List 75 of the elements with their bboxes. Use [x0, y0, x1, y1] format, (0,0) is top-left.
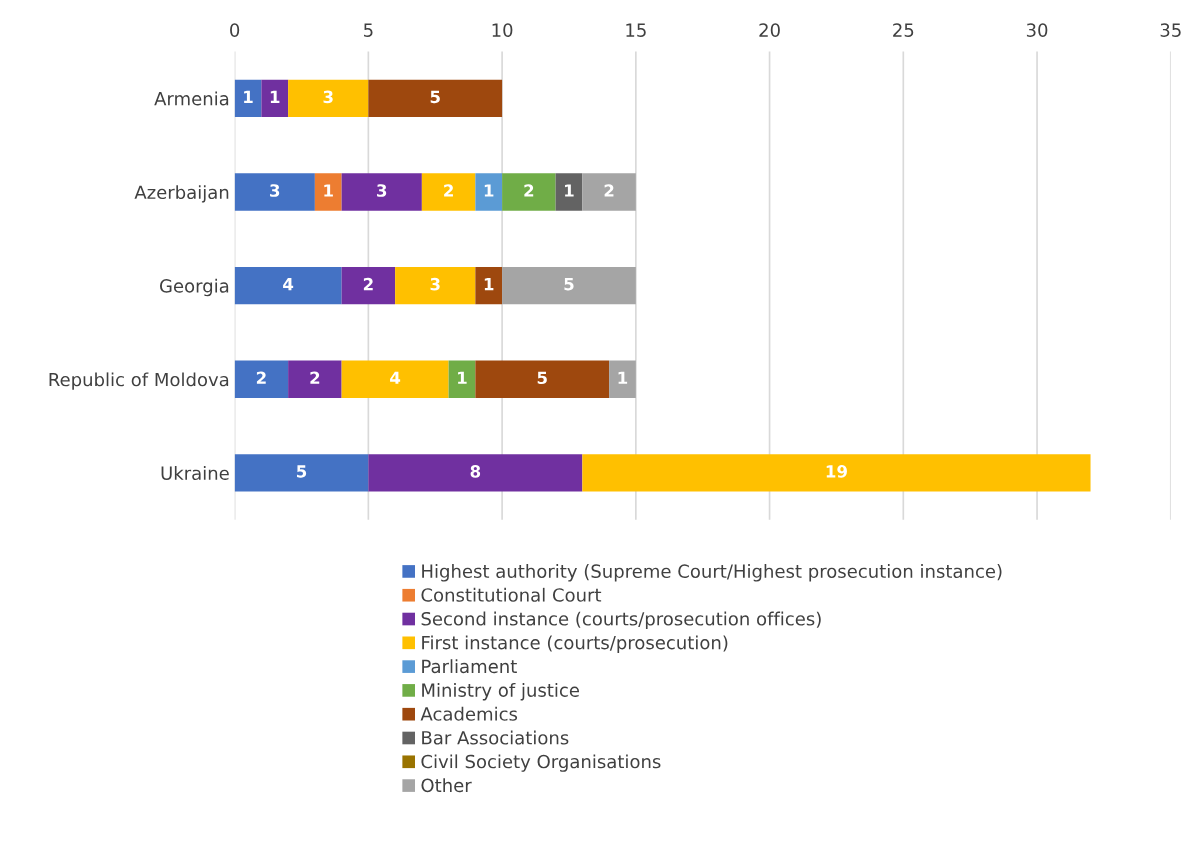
x-tick-label: 20	[759, 23, 780, 37]
bar	[555, 173, 583, 211]
bar	[234, 454, 369, 492]
legend-label: Highest authority (Supreme Court/Highest prosecution instance)	[422, 564, 1002, 582]
bar	[582, 454, 1091, 492]
data-label: 3	[270, 184, 280, 197]
y-tick-label: Armenia	[154, 91, 229, 106]
bar	[314, 173, 342, 211]
data-label: 3	[323, 90, 333, 104]
data-label: 1	[270, 90, 280, 103]
bar	[502, 266, 636, 305]
bar	[395, 266, 476, 305]
bar	[261, 79, 289, 118]
x-tick-label: 15	[626, 23, 646, 37]
data-label: 8	[470, 465, 481, 478]
bar	[288, 360, 342, 398]
data-label: 2	[604, 184, 614, 197]
data-label: 5	[430, 90, 440, 104]
bar	[234, 173, 315, 211]
legend-label: Academics	[420, 706, 518, 721]
y-tick-label: Ukraine	[161, 466, 229, 480]
bar	[475, 173, 503, 211]
data-label: 3	[430, 277, 440, 291]
data-label: 5	[296, 465, 307, 478]
legend-label: Bar Associations	[422, 730, 569, 745]
data-label: 2	[444, 184, 453, 197]
bar	[448, 360, 476, 398]
data-label: 5	[564, 278, 574, 291]
bar	[234, 360, 289, 398]
bar	[341, 360, 449, 398]
bar	[609, 360, 636, 398]
bar	[368, 454, 583, 492]
legend-label: Constitutional Court	[421, 587, 602, 602]
data-label: 2	[363, 277, 373, 291]
data-label: 2	[524, 184, 534, 197]
legend-label: Other	[421, 778, 472, 793]
bar	[234, 79, 262, 118]
bar	[234, 266, 342, 305]
data-label: 1	[324, 184, 333, 197]
data-label: 4	[283, 278, 294, 291]
data-label: 1	[565, 184, 574, 197]
y-tick-label: Azerbaijan	[134, 185, 229, 203]
bar	[288, 79, 369, 118]
y-tick-label: Republic of Moldova	[49, 372, 229, 390]
x-tick-label: 35	[1160, 23, 1181, 37]
data-label: 4	[390, 371, 401, 384]
bar	[341, 173, 422, 211]
bar	[475, 266, 503, 305]
x-tick-label: 0	[230, 23, 240, 37]
bar	[502, 173, 556, 211]
data-label: 1	[484, 184, 494, 197]
bar	[475, 360, 610, 398]
legend-label: Civil Society Organisations	[421, 754, 661, 772]
bar	[368, 79, 503, 118]
legend-label: First instance (courts/prosecution)	[422, 635, 728, 653]
data-label: 2	[256, 371, 266, 384]
x-tick-label: 25	[893, 23, 914, 37]
data-label: 1	[458, 371, 467, 384]
data-label: 3	[377, 184, 387, 197]
data-label: 5	[537, 371, 547, 385]
legend-label: Parliament	[422, 659, 517, 674]
x-tick-label: 10	[492, 23, 513, 37]
x-tick-label: 5	[364, 23, 373, 37]
data-label: 1	[244, 90, 253, 103]
data-label: 2	[310, 371, 320, 384]
bar	[582, 173, 636, 211]
legend-label: Ministry of justice	[422, 683, 579, 701]
bar	[421, 173, 476, 211]
bar	[341, 266, 396, 305]
y-tick-label: Georgia	[159, 278, 229, 297]
data-label: 19	[826, 465, 847, 478]
legend-label: Second instance (courts/prosecution offices)	[421, 611, 821, 630]
x-tick-label: 30	[1026, 23, 1048, 37]
data-label: 1	[484, 278, 494, 291]
data-label: 1	[618, 371, 628, 384]
